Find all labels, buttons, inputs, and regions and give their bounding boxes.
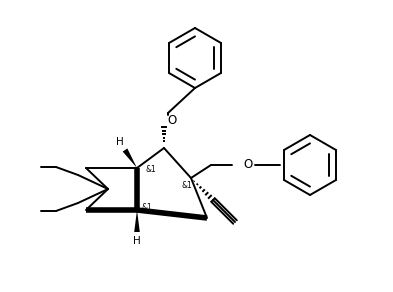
Text: &1: &1 bbox=[182, 182, 193, 190]
Text: O: O bbox=[167, 114, 176, 128]
Text: &1: &1 bbox=[141, 202, 152, 211]
Polygon shape bbox=[134, 210, 140, 232]
Text: O: O bbox=[243, 159, 253, 171]
Text: H: H bbox=[116, 137, 124, 147]
Text: &1: &1 bbox=[146, 166, 156, 175]
Polygon shape bbox=[123, 148, 137, 168]
Text: H: H bbox=[133, 236, 141, 246]
